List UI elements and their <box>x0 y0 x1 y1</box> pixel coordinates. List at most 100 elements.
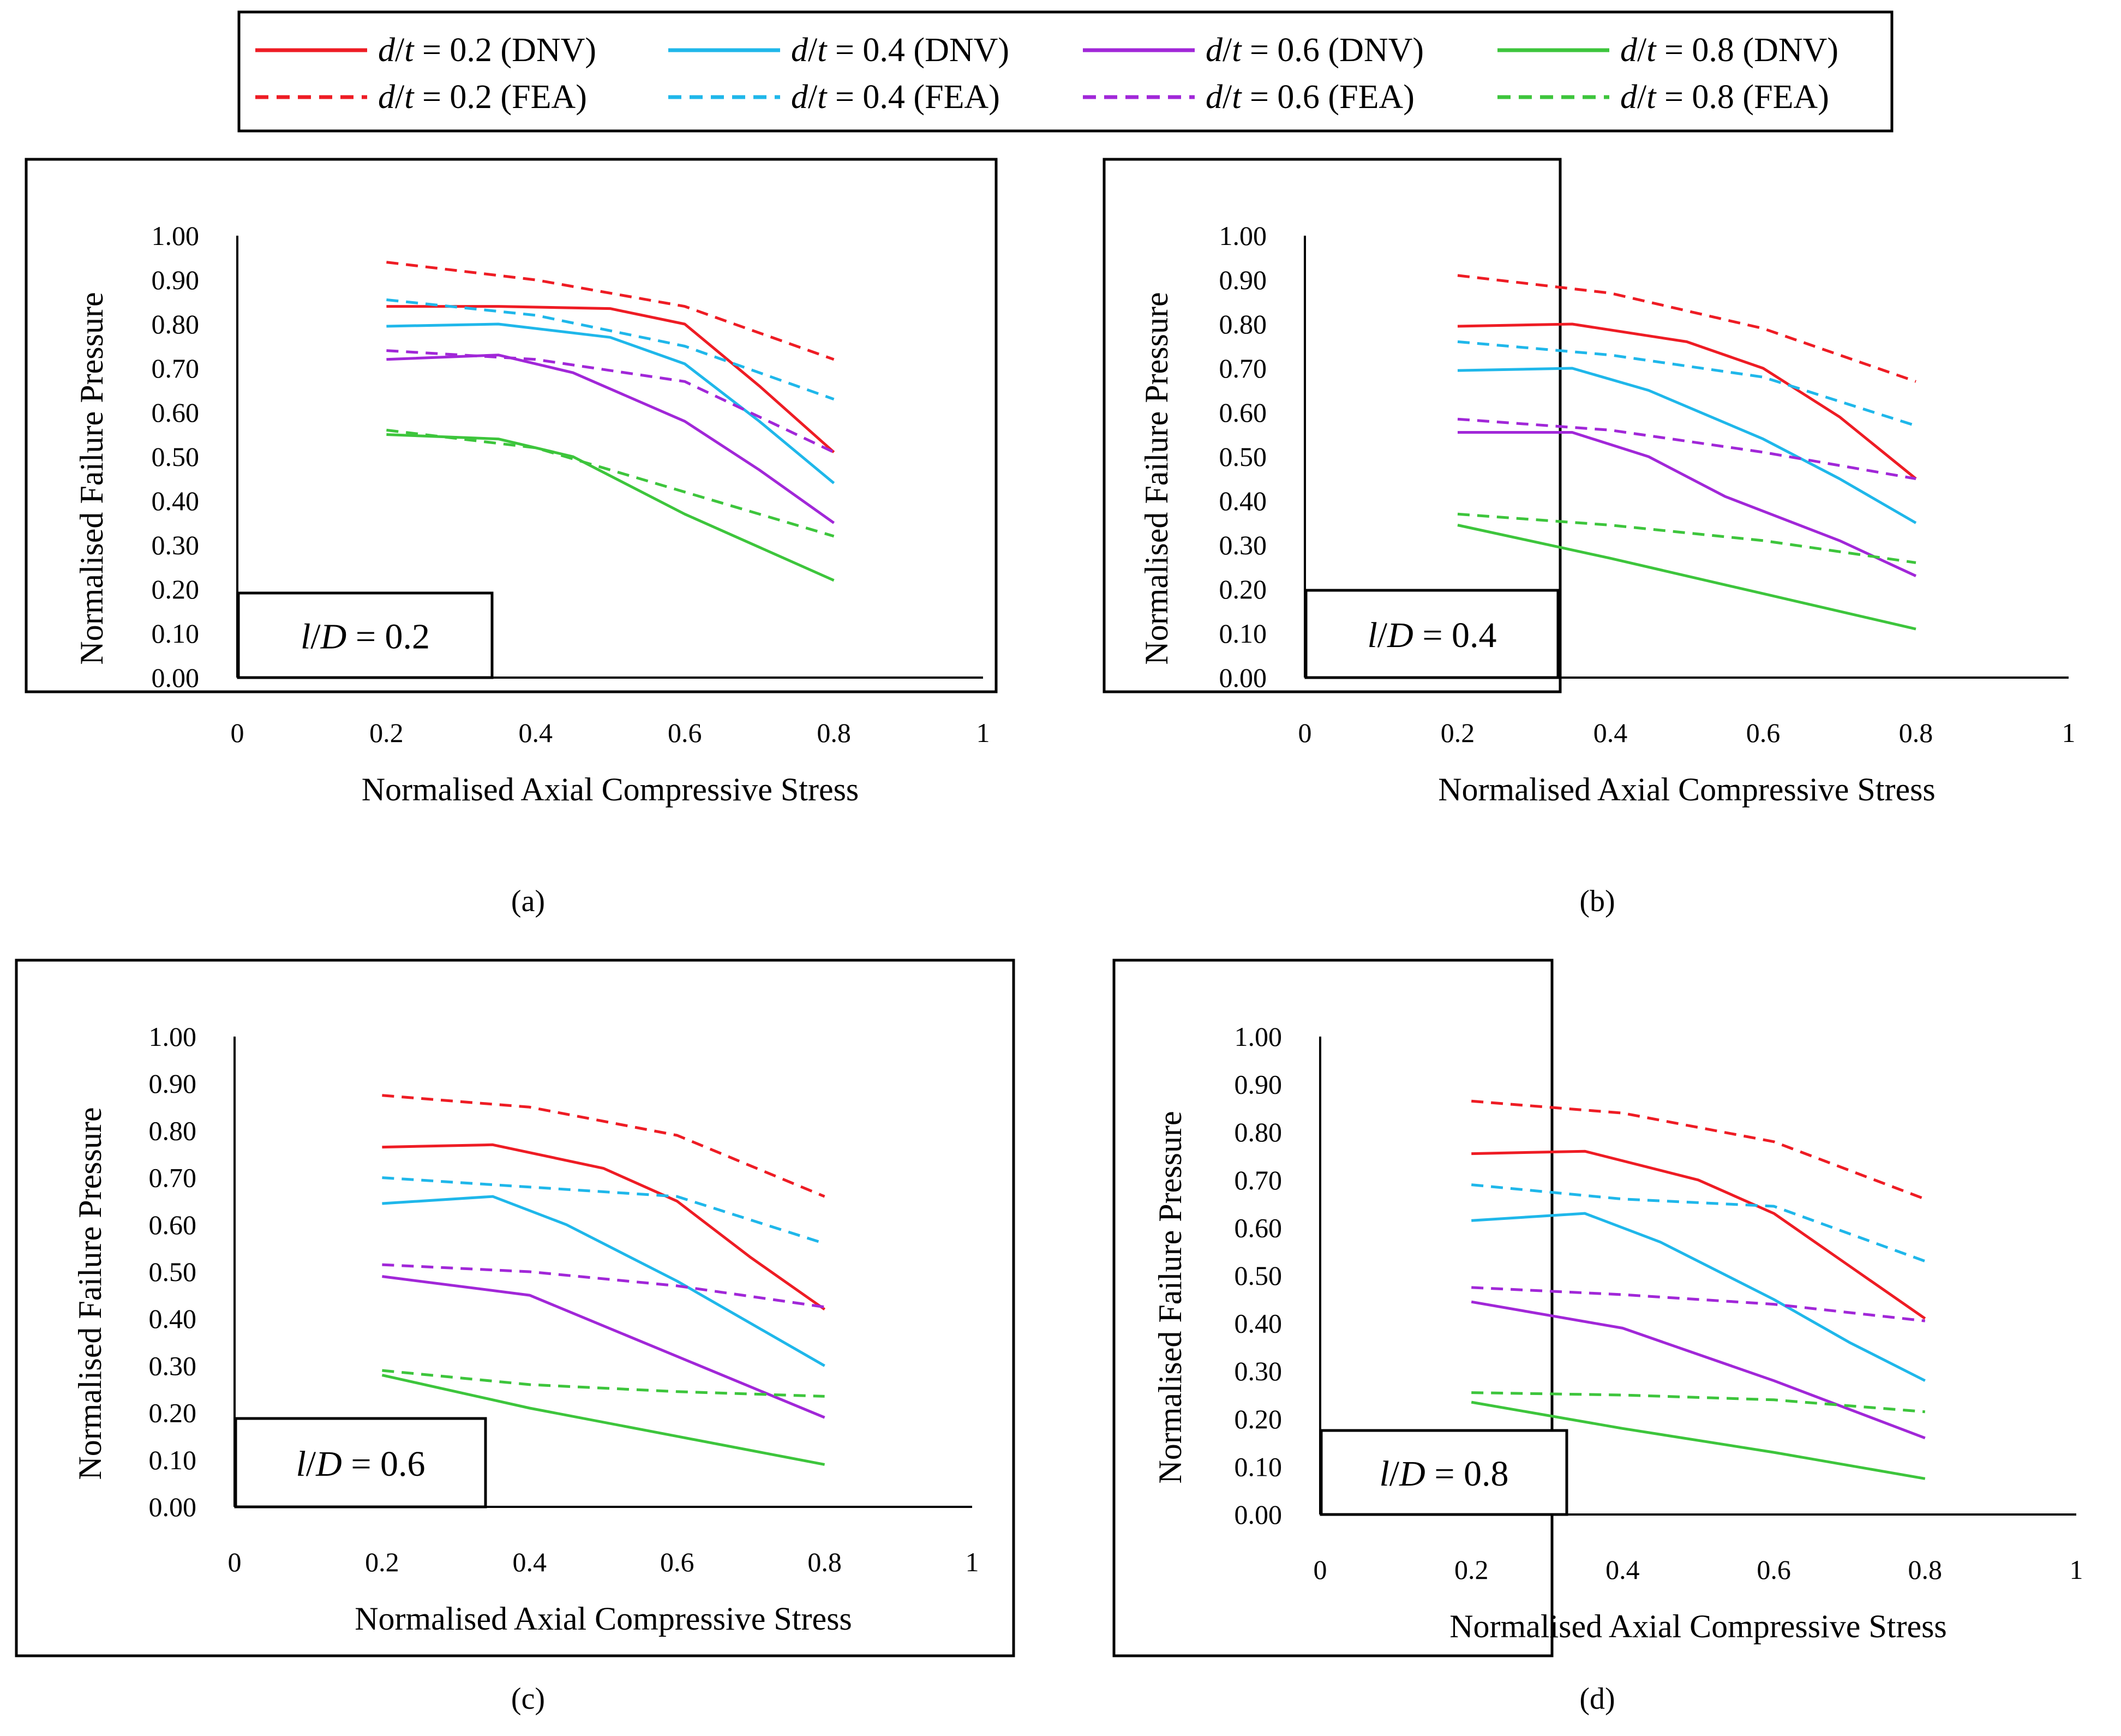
x-tick-label: 0.6 <box>668 717 702 748</box>
y-tick-label: 1.00 <box>1219 220 1267 251</box>
legend-label: d/t = 0.4 (DNV) <box>791 32 1009 69</box>
y-tick-label: 0.60 <box>1219 397 1267 428</box>
y-tick-label: 0.70 <box>1235 1165 1283 1195</box>
series-line <box>382 1263 825 1309</box>
y-tick-label: 0.00 <box>152 662 200 693</box>
x-tick-label: 0 <box>1314 1554 1327 1585</box>
subfigure-label: (d) <box>1579 1682 1615 1716</box>
subfigure-label: (c) <box>511 1682 545 1716</box>
y-tick-label: 0.90 <box>152 265 200 295</box>
y-tick-label: 0.30 <box>1235 1356 1283 1386</box>
series-line <box>381 1374 825 1466</box>
series-line <box>382 1369 825 1398</box>
parameter-label: l/D = 0.6 <box>296 1444 425 1484</box>
series-line <box>1471 1183 1926 1263</box>
y-tick-label: 0.20 <box>149 1398 197 1428</box>
series-line <box>386 305 835 453</box>
y-tick-label: 0.30 <box>149 1350 197 1381</box>
series-line <box>1457 417 1916 480</box>
legend-label: d/t = 0.8 (DNV) <box>1620 32 1838 69</box>
legend: d/t = 0.2 (DNV) d/t = 0.4 (DNV) d/t = 0.6 … <box>237 10 1894 133</box>
x-tick-label: 0.6 <box>1746 717 1781 748</box>
y-tick-label: 0.70 <box>1219 353 1267 384</box>
series-line <box>386 428 835 538</box>
parameter-label: l/D = 0.2 <box>301 617 430 657</box>
y-tick-label: 0.10 <box>152 618 200 649</box>
y-axis-title: Normalised Failure Pressure <box>74 292 110 665</box>
series-line <box>386 349 835 454</box>
x-tick-label: 0.8 <box>817 717 851 748</box>
y-tick-label: 0.30 <box>152 530 200 560</box>
legend-item: d/t = 0.8 (FEA) <box>1497 79 1829 116</box>
y-tick-label: 0.80 <box>152 309 200 339</box>
y-tick-label: 0.80 <box>1219 309 1267 339</box>
x-tick-label: 0.4 <box>519 717 553 748</box>
legend-label: d/t = 0.4 (FEA) <box>791 79 1000 116</box>
y-tick-label: 0.20 <box>1235 1404 1283 1434</box>
x-tick-label: 0 <box>228 1547 242 1577</box>
x-tick-label: 0.4 <box>1605 1554 1640 1585</box>
panel-frame <box>1112 959 1554 1657</box>
legend-item: d/t = 0.2 (FEA) <box>255 79 587 116</box>
parameter-box <box>1320 1429 1568 1516</box>
y-tick-label: 0.70 <box>152 353 200 384</box>
x-axis-title: Normalised Axial Compressive Stress <box>362 771 859 807</box>
series-line <box>1471 1400 1926 1480</box>
legend-item: d/t = 0.2 (DNV) <box>255 32 596 69</box>
x-tick-label: 1 <box>2062 717 2076 748</box>
legend-item: d/t = 0.4 (DNV) <box>668 32 1009 69</box>
x-tick-label: 1 <box>2070 1554 2083 1585</box>
x-tick-label: 0.2 <box>365 1547 399 1577</box>
series-line <box>382 1094 825 1198</box>
x-tick-label: 0.8 <box>1899 717 1933 748</box>
series-line <box>1458 431 1917 577</box>
parameter-label: l/D = 0.8 <box>1379 1454 1508 1494</box>
y-tick-label: 0.00 <box>149 1492 197 1522</box>
y-tick-label: 0.80 <box>1235 1117 1283 1147</box>
legend-item: d/t = 0.8 (DNV) <box>1497 32 1838 69</box>
y-tick-label: 0.00 <box>1235 1499 1283 1530</box>
y-tick-label: 0.00 <box>1219 662 1267 693</box>
x-tick-label: 0.6 <box>660 1547 694 1577</box>
panel-frame <box>25 158 998 693</box>
legend-item: d/t = 0.6 (FEA) <box>1083 79 1415 116</box>
series-line <box>382 1143 826 1311</box>
series-line <box>1471 1212 1926 1382</box>
parameter-box <box>234 1417 487 1508</box>
series-line <box>386 354 835 524</box>
series-line <box>1457 367 1917 524</box>
series-line <box>1471 1391 1925 1414</box>
y-axis-title: Normalised Failure Pressure <box>72 1107 108 1480</box>
parameter-label: l/D = 0.4 <box>1367 615 1496 655</box>
y-tick-label: 0.40 <box>152 486 200 516</box>
parameter-box <box>1304 589 1560 679</box>
y-tick-label: 0.40 <box>1219 486 1267 516</box>
series-line <box>386 322 835 484</box>
x-tick-label: 0.4 <box>513 1547 547 1577</box>
x-tick-label: 0.2 <box>1454 1554 1489 1585</box>
y-tick-label: 0.70 <box>149 1163 197 1193</box>
x-axis-title: Normalised Axial Compressive Stress <box>1449 1608 1947 1644</box>
y-tick-label: 0.90 <box>1235 1069 1283 1100</box>
x-tick-label: 0.8 <box>807 1547 842 1577</box>
series-line <box>1457 512 1916 564</box>
y-tick-label: 0.50 <box>1235 1260 1283 1291</box>
y-tick-label: 0.10 <box>149 1445 197 1475</box>
subfigure-label: (b) <box>1579 884 1615 918</box>
series-line <box>1471 1300 1926 1440</box>
x-tick-label: 1 <box>976 717 990 748</box>
legend-label: d/t = 0.2 (FEA) <box>378 79 587 116</box>
x-tick-label: 0.2 <box>369 717 404 748</box>
series-line <box>382 1195 825 1367</box>
series-line <box>386 261 835 361</box>
y-tick-label: 0.50 <box>152 441 200 472</box>
y-tick-label: 0.90 <box>1219 265 1267 295</box>
legend-label: d/t = 0.6 (FEA) <box>1206 79 1415 116</box>
series-line <box>1457 524 1916 631</box>
y-tick-label: 1.00 <box>1235 1021 1283 1052</box>
panel-c: 0.000.100.200.300.400.500.600.700.800.90… <box>15 959 1015 1716</box>
legend-frame <box>237 10 1894 133</box>
series-line <box>386 298 835 401</box>
y-tick-label: 0.50 <box>1219 441 1267 472</box>
